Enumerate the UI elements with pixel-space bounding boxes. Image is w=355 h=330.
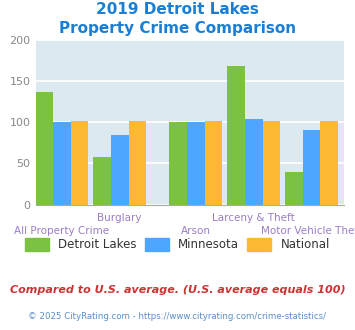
Bar bbox=[205, 121, 223, 205]
Bar bbox=[227, 66, 245, 205]
Bar bbox=[245, 119, 263, 205]
Text: Burglary: Burglary bbox=[98, 213, 142, 223]
Bar bbox=[93, 157, 111, 205]
Bar bbox=[302, 130, 320, 205]
Legend: Detroit Lakes, Minnesota, National: Detroit Lakes, Minnesota, National bbox=[25, 238, 330, 251]
Text: Arson: Arson bbox=[181, 226, 211, 236]
Text: Property Crime Comparison: Property Crime Comparison bbox=[59, 21, 296, 36]
Text: Compared to U.S. average. (U.S. average equals 100): Compared to U.S. average. (U.S. average … bbox=[10, 285, 345, 295]
Bar bbox=[36, 92, 53, 205]
Bar bbox=[263, 121, 280, 205]
Text: 2019 Detroit Lakes: 2019 Detroit Lakes bbox=[96, 2, 259, 16]
Text: All Property Crime: All Property Crime bbox=[15, 226, 110, 236]
Bar bbox=[320, 121, 338, 205]
Text: Larceny & Theft: Larceny & Theft bbox=[212, 213, 295, 223]
Bar bbox=[169, 122, 187, 205]
Text: Motor Vehicle Theft: Motor Vehicle Theft bbox=[261, 226, 355, 236]
Bar bbox=[129, 121, 146, 205]
Bar bbox=[53, 122, 71, 205]
Bar bbox=[71, 121, 88, 205]
Bar bbox=[285, 172, 302, 205]
Bar bbox=[187, 122, 205, 205]
Text: © 2025 CityRating.com - https://www.cityrating.com/crime-statistics/: © 2025 CityRating.com - https://www.city… bbox=[28, 312, 327, 321]
Bar bbox=[111, 135, 129, 205]
